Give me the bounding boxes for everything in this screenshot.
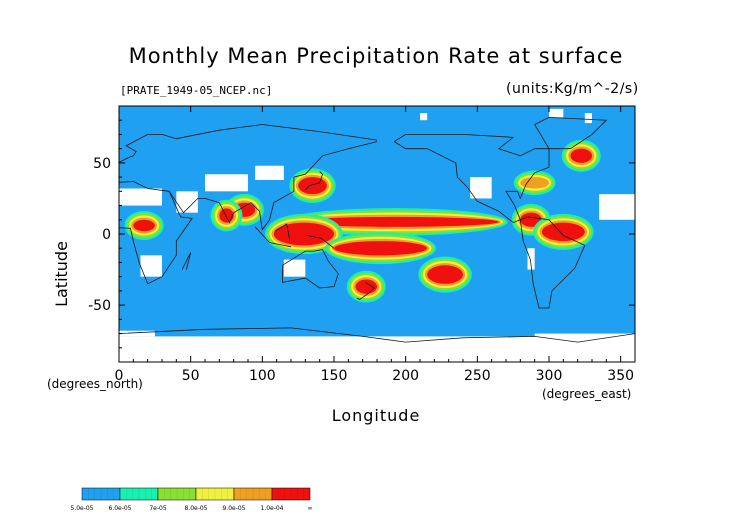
coastline	[274, 223, 290, 240]
precip-region	[427, 265, 464, 284]
y-tick-label: -50	[88, 298, 111, 314]
missing-data-patch	[119, 188, 162, 206]
x-tick-label: 50	[182, 368, 200, 384]
missing-data-patch	[283, 259, 306, 277]
x-tick-label: 300	[536, 368, 563, 384]
x-tick-label: 350	[607, 368, 634, 384]
coastline	[519, 216, 586, 309]
precip-region	[219, 208, 234, 223]
coastline	[119, 180, 193, 285]
y-tick-label: 50	[93, 156, 111, 172]
coastline	[181, 252, 192, 270]
colorbar-label: 9.0e-05	[222, 505, 245, 512]
coastline	[119, 327, 635, 343]
missing-data-patch	[527, 248, 535, 270]
coastline	[282, 249, 339, 289]
x-tick-label: 250	[464, 368, 491, 384]
missing-data-patch	[599, 194, 635, 220]
y-axis-label: Latitude	[52, 241, 71, 307]
coastline	[119, 134, 177, 170]
coastline	[356, 282, 375, 300]
units-label: (units:Kg/m^-2/s)	[506, 81, 639, 97]
precip-region	[291, 216, 499, 227]
precip-region	[298, 177, 327, 195]
missing-data-patch	[205, 174, 248, 192]
colorbar-label: 8.0e-05	[184, 505, 207, 512]
colorbar-label: 1.0e-04	[260, 505, 283, 512]
colorbar-label: 6.0e-05	[108, 505, 131, 512]
missing-data-patch	[176, 191, 198, 213]
missing-data-patch	[255, 165, 284, 180]
missing-data-patch	[119, 330, 155, 337]
missing-data-patch	[549, 108, 564, 118]
x-axis-label: Longitude	[332, 406, 421, 425]
coastline	[306, 235, 335, 249]
coastline	[254, 226, 292, 248]
x-tick-label: 150	[321, 368, 348, 384]
precip-region	[273, 222, 334, 246]
colorbar-label: ∞	[308, 505, 313, 512]
precip-region	[520, 212, 542, 227]
precip-region	[355, 279, 377, 294]
coastline	[305, 171, 323, 191]
chart-subtitle: [PRATE_1949-05_NCEP.nc]	[120, 84, 273, 97]
missing-data-patch	[119, 336, 635, 362]
precip-region	[541, 222, 585, 242]
precip-region	[133, 219, 155, 232]
colorbar-label: 7e-05	[149, 505, 166, 512]
x-unit-label: (degrees_east)	[542, 387, 631, 401]
coastline	[168, 141, 378, 231]
x-tick-label: 200	[392, 368, 419, 384]
missing-data-patch	[420, 113, 428, 121]
colorbar: 5.0e-05 6.0e-05 7e-05 8.0e-05 9.0e-05 1.0e-04…	[70, 487, 313, 512]
y-tick-label: 0	[102, 227, 111, 243]
x-tick-label: 100	[249, 368, 276, 384]
precip-region	[570, 148, 592, 163]
x-tick-label: 0	[115, 368, 124, 384]
precip-region	[334, 241, 428, 256]
coastline	[393, 134, 550, 224]
chart-title: Monthly Mean Precipitation Rate at surfa…	[128, 44, 624, 68]
missing-data-patch	[584, 113, 592, 124]
y-unit-label: (degrees_north)	[47, 377, 143, 391]
coastline	[534, 116, 608, 150]
coastline	[176, 124, 378, 141]
missing-data-patch	[140, 255, 162, 277]
map-layer	[119, 106, 635, 362]
axes: 0 50 100 150 200 250 300 350 -50 0 50	[88, 106, 635, 384]
colorbar-swatch	[271, 487, 311, 501]
colorbar-label: 5.0e-05	[70, 505, 93, 512]
coastlines	[119, 116, 635, 343]
missing-data-patch	[470, 177, 492, 199]
missing-data-patch	[534, 333, 635, 340]
precip-region	[520, 177, 550, 189]
